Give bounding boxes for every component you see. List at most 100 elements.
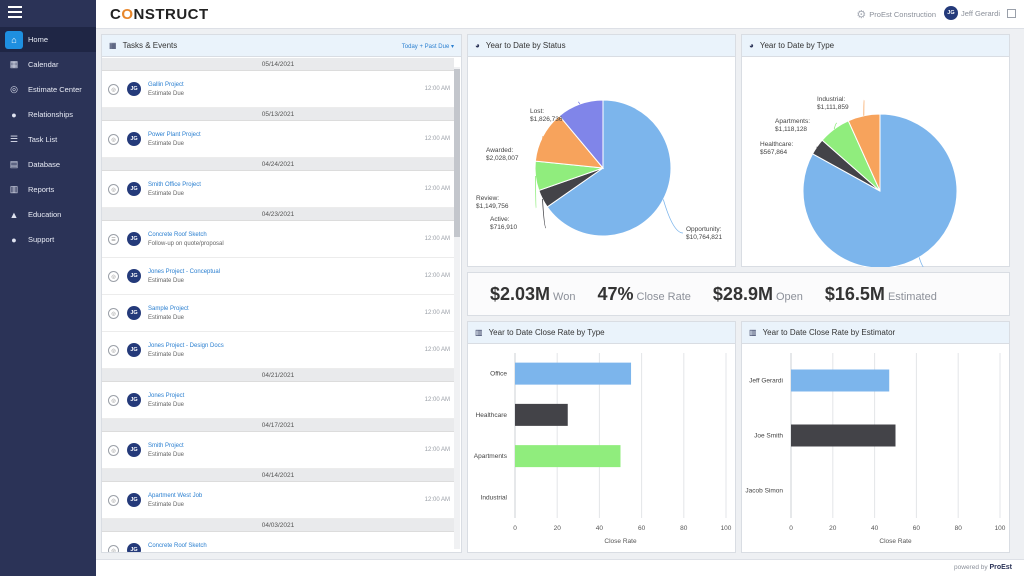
task-title[interactable]: Gallin Project [148,82,184,88]
task-subtitle: Follow-up on quote/proposal [148,241,224,247]
slice-value-label: $1,111,859 [817,104,849,111]
category-label: Jeff Gerardi [749,378,783,385]
close-rate-type-title: Year to Date Close Rate by Type [488,328,605,337]
task-row[interactable]: ◎ JG Concrete Roof Sketch [102,532,454,552]
tasks-events-panel: ▦ Tasks & Events Today + Past Due ▾ 05/1… [101,34,462,553]
x-tick-label: 80 [680,525,688,532]
target-icon[interactable]: ◎ [108,84,119,95]
avatar: JG [127,232,141,246]
avatar: JG [127,269,141,283]
target-icon[interactable]: ◎ [108,308,119,319]
sidebar-item-estimate-center[interactable]: ◎ Estimate Center [0,77,96,102]
target-icon[interactable]: ◎ [108,184,119,195]
task-subtitle: Estimate Due [148,502,185,508]
target-icon[interactable]: ◎ [108,445,119,456]
close-rate-type-panel: ▥ Year to Date Close Rate by Type 0 20 40 6… [467,321,736,553]
task-row[interactable]: ☰ JG Concrete Roof Sketch Follow-up on quot… [102,221,454,258]
task-row[interactable]: ◎ JG Gallin Project Estimate Due 12:00 AM [102,71,454,108]
task-title[interactable]: Power Plant Project [148,132,201,138]
date-divider: 04/14/2021 [102,469,454,482]
task-row[interactable]: ◎ JG Jones Project Estimate Due 12:00 AM [102,382,454,419]
calendar-icon: ▦ [9,59,19,69]
bar[interactable] [515,445,621,468]
pie-slice[interactable] [847,113,881,192]
kpi-label: Close Rate [636,290,691,303]
task-title[interactable]: Jones Project [148,393,185,399]
task-title[interactable]: Smith Project [148,443,184,449]
x-tick-label: 40 [596,525,604,532]
tasks-filter-dropdown[interactable]: Today + Past Due ▾ [401,44,454,50]
close-rate-estimator-header: ▥ Year to Date Close Rate by Estimator [742,322,1009,344]
pie-slice[interactable] [546,99,672,237]
sidebar-item-database[interactable]: ▤ Database [0,152,96,177]
slice-value-label: $716,910 [490,224,517,231]
gear-icon: ⚙ [856,9,867,21]
sidebar-item-task-list[interactable]: ☰ Task List [0,127,96,152]
sidebar-item-home[interactable]: ⌂ Home [0,27,96,52]
date-divider: 04/23/2021 [102,208,454,221]
category-label: Healthcare [476,412,508,419]
sidebar-item-relationships[interactable]: ● Relationships [0,102,96,127]
sidebar-item-education[interactable]: ▲ Education [0,202,96,227]
task-title[interactable]: Jones Project - Design Docs [148,343,224,349]
task-row[interactable]: ◎ JG Sample Project Estimate Due 12:00 AM [102,295,454,332]
tasks-scrollbar[interactable] [454,67,460,549]
task-row[interactable]: ◎ JG Power Plant Project Estimate Due 12:00 … [102,121,454,158]
task-title[interactable]: Jones Project - Conceptual [148,269,221,275]
company-selector[interactable]: ⚙ ProEst Construction [856,8,936,21]
sidebar-item-calendar[interactable]: ▦ Calendar [0,52,96,77]
target-icon[interactable]: ◎ [108,271,119,282]
task-subtitle: Estimate Due [148,91,185,97]
target-icon[interactable]: ◎ [108,495,119,506]
top-header: CONSTRUCT ⚙ ProEst Construction JG Jeff … [96,0,1024,29]
date-divider: 04/24/2021 [102,158,454,171]
target-icon[interactable]: ◎ [108,545,119,552]
task-row[interactable]: ◎ JG Jones Project - Design Docs Estimate D… [102,332,454,369]
sidebar: ⌂ Home ▦ Calendar ◎ Estimate Center ● Relations… [0,0,96,576]
bar[interactable] [515,403,568,426]
x-tick-label: 40 [871,525,879,532]
task-row[interactable]: ◎ JG Jones Project - Conceptual Estimate Du… [102,258,454,295]
target-icon[interactable]: ◎ [108,134,119,145]
task-title[interactable]: Sample Project [148,306,189,312]
task-title[interactable]: Apartment West Job [148,493,203,499]
pie-slice[interactable] [558,99,604,170]
target-icon[interactable]: ◎ [108,345,119,356]
bar-chart-icon: ▥ [475,328,483,337]
category-label: Apartments [474,453,508,460]
fullscreen-icon[interactable] [1007,9,1016,18]
hamburger-menu-icon[interactable] [8,6,22,20]
kpi-estimated: $16.5M Estimated [825,284,937,305]
pie-chart-icon: ◕ [749,41,754,50]
bar[interactable] [515,362,632,385]
type-chart-title: Year to Date by Type [759,41,835,50]
x-axis-label: Close Rate [879,538,912,545]
avatar: JG [943,6,958,20]
calendar-check-icon: ▦ [109,41,117,50]
slice-value-label: $567,864 [760,149,787,156]
task-title[interactable]: Concrete Roof Sketch [148,232,207,238]
target-icon[interactable]: ◎ [108,395,119,406]
bar[interactable] [791,424,896,447]
task-title[interactable]: Concrete Roof Sketch [148,543,207,549]
task-title[interactable]: Smith Office Project [148,182,201,188]
task-row[interactable]: ◎ JG Smith Office Project Estimate Due 12:00… [102,171,454,208]
bar[interactable] [791,369,890,392]
scrollbar-thumb[interactable] [454,69,460,237]
kpi-label: Open [775,290,803,303]
avatar: JG [127,82,141,96]
checklist-icon[interactable]: ☰ [108,234,119,245]
sidebar-item-reports[interactable]: ▥ Reports [0,177,96,202]
avatar: JG [127,306,141,320]
construct-logo[interactable]: CONSTRUCT [110,6,209,23]
sidebar-item-support[interactable]: ● Support [0,227,96,252]
bar-chart-icon: ▥ [9,184,19,194]
slice-value-label: $10,764,821 [686,234,723,241]
checklist-icon: ☰ [9,134,19,144]
task-row[interactable]: ◎ JG Smith Project Estimate Due 12:00 AM [102,432,454,469]
pie-slice[interactable] [802,113,958,267]
bar-chart-icon: ▥ [749,328,757,337]
task-row[interactable]: ◎ JG Apartment West Job Estimate Due 12:00 A… [102,482,454,519]
target-icon: ◎ [10,84,18,94]
user-menu[interactable]: JG Jeff Gerardi [943,6,1000,20]
